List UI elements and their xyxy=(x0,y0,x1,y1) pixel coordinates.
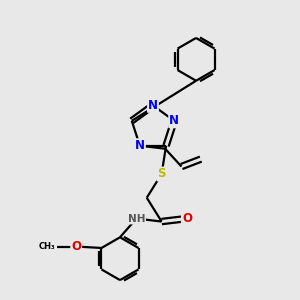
Text: CH₃: CH₃ xyxy=(39,242,56,251)
Text: O: O xyxy=(71,240,81,253)
Text: N: N xyxy=(135,139,145,152)
Text: S: S xyxy=(158,167,166,181)
Text: N: N xyxy=(169,114,179,127)
Text: NH: NH xyxy=(128,214,145,224)
Text: N: N xyxy=(148,99,158,112)
Text: O: O xyxy=(182,212,192,225)
